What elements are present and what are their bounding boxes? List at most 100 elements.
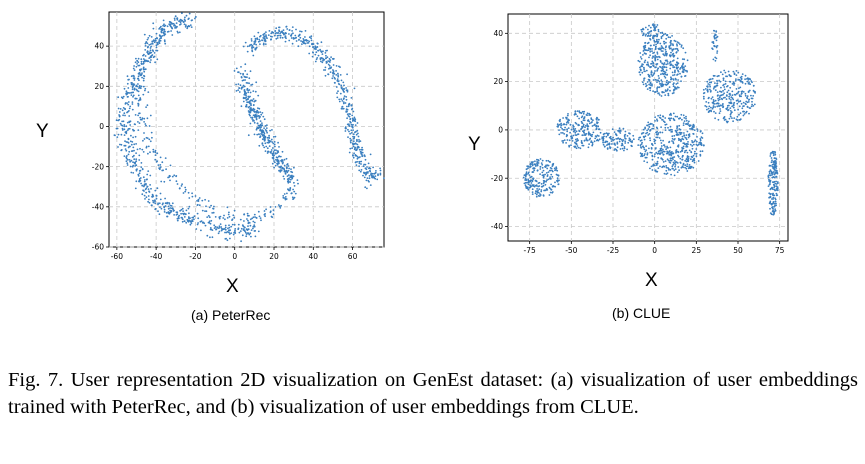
scatter-point (258, 144, 261, 147)
scatter-point (668, 86, 671, 88)
scatter-point (621, 142, 624, 145)
scatter-point (351, 147, 353, 150)
scatter-point (209, 222, 212, 225)
scatter-point (129, 124, 132, 126)
scatter-point (659, 131, 662, 134)
scatter-point (176, 25, 178, 28)
scatter-point (175, 180, 178, 183)
scatter-point (641, 71, 644, 74)
scatter-point (644, 150, 647, 153)
scatter-point (324, 52, 327, 54)
scatter-point (553, 167, 556, 170)
scatter-point (640, 133, 643, 135)
scatter-point (655, 45, 657, 48)
scatter-point (143, 33, 146, 36)
scatter-point (130, 171, 133, 174)
scatter-point (706, 90, 709, 93)
scatter-point (666, 79, 668, 82)
scatter-point (250, 104, 252, 107)
scatter-point (671, 129, 673, 131)
scatter-point (659, 42, 662, 45)
scatter-point (293, 190, 296, 193)
scatter-point (662, 47, 665, 50)
scatter-point (656, 40, 658, 43)
scatter-point (652, 65, 655, 68)
scatter-point (748, 112, 750, 115)
scatter-point (198, 197, 201, 199)
scatter-point (123, 128, 126, 131)
scatter-point (661, 62, 664, 65)
scatter-point (147, 170, 150, 173)
scatter-point (690, 155, 693, 158)
scatter-point (674, 115, 677, 118)
scatter-point (348, 151, 351, 154)
scatter-point (155, 197, 158, 200)
scatter-point (582, 131, 585, 133)
scatter-point (734, 94, 737, 96)
scatter-point (644, 135, 647, 138)
scatter-point (714, 82, 716, 84)
scatter-point (258, 115, 260, 118)
scatter-point (173, 19, 176, 21)
scatter-point (740, 90, 743, 93)
scatter-point (652, 34, 655, 37)
scatter-point (266, 147, 269, 150)
scatter-point (249, 232, 252, 235)
scatter-point (360, 169, 363, 171)
scatter-point (133, 149, 135, 152)
scatter-point (748, 107, 751, 109)
scatter-point (156, 58, 159, 61)
scatter-point (678, 169, 680, 172)
scatter-point (588, 143, 590, 146)
scatter-point (239, 72, 242, 75)
scatter-point (681, 58, 684, 60)
scatter-point (644, 42, 646, 44)
scatter-point (356, 140, 358, 143)
scatter-point (682, 124, 685, 126)
scatter-point (366, 187, 368, 190)
scatter-point (654, 116, 656, 119)
scatter-point (260, 219, 262, 222)
scatter-point (672, 163, 675, 166)
scatter-point (535, 195, 538, 198)
scatter-point (131, 103, 134, 105)
scatter-point (224, 224, 227, 227)
scatter-point (546, 179, 548, 182)
scatter-point (260, 129, 263, 132)
scatter-point (337, 80, 340, 82)
scatter-point (642, 34, 644, 37)
scatter-point (245, 92, 248, 95)
scatter-point (772, 152, 775, 155)
scatter-point (314, 60, 317, 63)
scatter-point (712, 106, 715, 109)
scatter-point (126, 162, 129, 165)
scatter-point (769, 174, 772, 177)
scatter-point (568, 139, 571, 142)
scatter-point (258, 215, 261, 218)
scatter-point (769, 153, 772, 155)
scatter-point (658, 86, 660, 89)
scatter-point (349, 132, 351, 135)
scatter-point (731, 90, 734, 93)
scatter-point (352, 140, 355, 143)
scatter-point (529, 166, 531, 169)
scatter-point (666, 73, 669, 76)
scatter-point (561, 127, 563, 130)
scatter-point (657, 67, 659, 70)
scatter-point (606, 147, 609, 150)
scatter-point (619, 132, 622, 134)
scatter-point (137, 61, 140, 64)
x-tick-label: 25 (692, 246, 702, 255)
scatter-point (260, 113, 263, 116)
scatter-point (562, 140, 565, 142)
scatter-point (653, 155, 656, 158)
scatter-point (709, 85, 711, 88)
scatter-point (721, 73, 724, 76)
scatter-point (142, 54, 144, 57)
scatter-point (323, 69, 325, 71)
scatter-point (144, 68, 147, 70)
scatter-point (675, 149, 678, 151)
scatter-point (245, 235, 248, 238)
scatter-point (731, 97, 734, 100)
